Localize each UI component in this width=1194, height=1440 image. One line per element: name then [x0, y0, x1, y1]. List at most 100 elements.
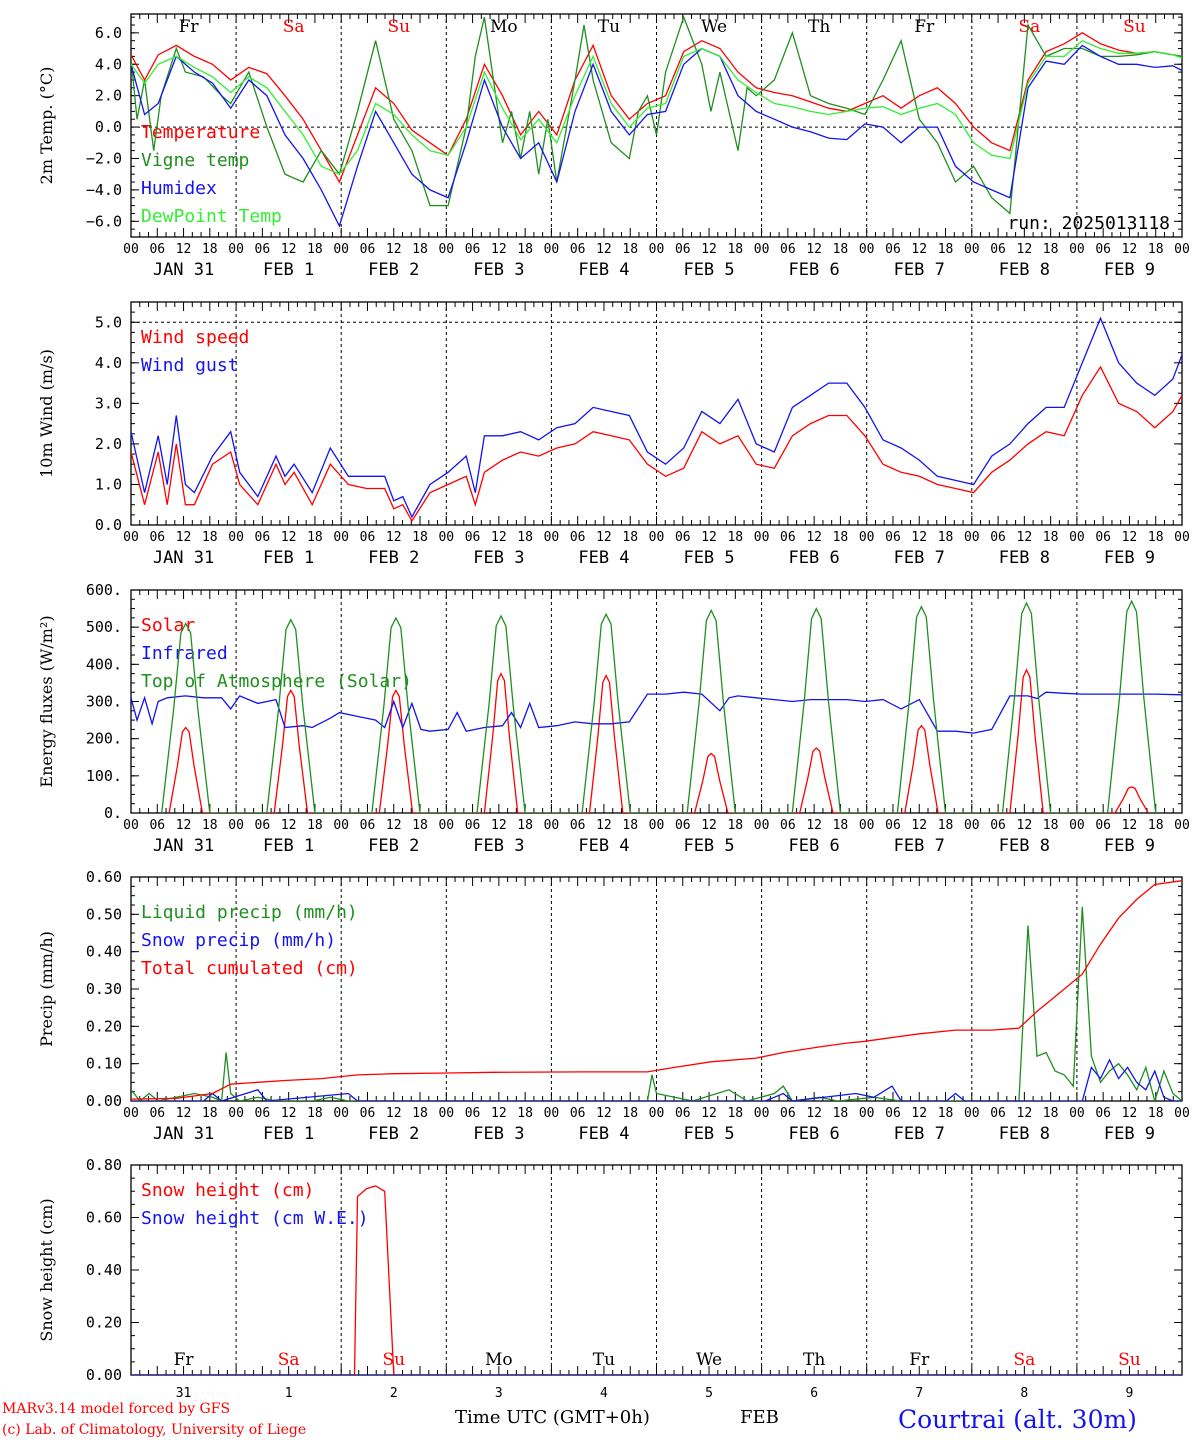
y-tick-label: −4.0 — [86, 181, 122, 199]
hour-label: 12 — [911, 1106, 927, 1121]
hour-label: 12 — [1122, 1106, 1138, 1121]
panel-snow: 0.00 0.20 0.40 0.60 0.80 Snow height (cm) Fr Sa… — [37, 1156, 1183, 1401]
hour-label: 00 — [123, 818, 139, 833]
time-axis-label: Time UTC (GMT+0h) — [455, 1407, 650, 1428]
weekday-label: Su — [1118, 1350, 1141, 1370]
hour-label: 12 — [386, 530, 402, 545]
y-tick-label: 0.10 — [86, 1055, 122, 1073]
weekday-label: Tu — [598, 17, 620, 37]
hour-label: 00 — [964, 1106, 980, 1121]
hour-label: 00 — [1069, 530, 1085, 545]
date-label: FEB 3 — [473, 260, 524, 280]
hour-label: 18 — [622, 1106, 638, 1121]
hour-label: 00 — [859, 1106, 875, 1121]
hour-label: 18 — [938, 242, 954, 257]
y-tick-label: 0.80 — [86, 1156, 122, 1174]
hour-label: 06 — [675, 1106, 691, 1121]
hour-label: 00 — [333, 818, 349, 833]
hour-label: 00 — [438, 530, 454, 545]
hour-label: 06 — [465, 818, 481, 833]
legend-entry: Infrared — [141, 643, 228, 664]
date-label: FEB 8 — [999, 260, 1050, 280]
hour-label: 00 — [649, 242, 665, 257]
hour-label: 00 — [1174, 1106, 1190, 1121]
legend-entry: Liquid precip (mm/h) — [141, 902, 358, 923]
hour-label: 12 — [1122, 818, 1138, 833]
hour-label: 00 — [544, 530, 560, 545]
hour-label: 18 — [307, 530, 323, 545]
hour-label: 06 — [465, 242, 481, 257]
date-label: FEB 4 — [578, 1124, 629, 1144]
panel-wind: 0.0 1.0 2.0 3.0 4.0 5.0 10m Wind (m/s) 00 06 12 18… — [37, 301, 1190, 568]
date-label: FEB 7 — [894, 260, 945, 280]
hour-label: 18 — [202, 530, 218, 545]
hour-label: 12 — [176, 242, 192, 257]
series-line-wind-speed — [131, 365, 1182, 523]
series-line-temperature — [131, 32, 1182, 184]
legend-entry: Temperature — [141, 122, 260, 143]
y-tick-label: 2.0 — [95, 87, 122, 105]
hour-label: 12 — [806, 1106, 822, 1121]
hour-label: 00 — [438, 1106, 454, 1121]
y-tick-label: 2.0 — [95, 435, 122, 453]
day-number: 8 — [1020, 1386, 1028, 1401]
hour-label: 06 — [255, 242, 271, 257]
hour-label: 06 — [1095, 1106, 1111, 1121]
hour-label: 12 — [1017, 530, 1033, 545]
hour-label: 18 — [517, 818, 533, 833]
hour-label: 00 — [1069, 1106, 1085, 1121]
hour-label: 18 — [1043, 530, 1059, 545]
hour-label: 00 — [228, 530, 244, 545]
hour-label: 12 — [176, 1106, 192, 1121]
date-label: FEB 1 — [263, 548, 314, 568]
hour-label: 00 — [123, 242, 139, 257]
date-label: FEB 8 — [999, 1124, 1050, 1144]
hour-label: 00 — [123, 1106, 139, 1121]
hour-label: 18 — [938, 1106, 954, 1121]
date-label: FEB 1 — [263, 1124, 314, 1144]
hour-label: 06 — [780, 530, 796, 545]
y-tick-label: 0.40 — [86, 943, 122, 961]
hour-label: 12 — [806, 242, 822, 257]
hour-label: 00 — [123, 530, 139, 545]
legend-entry: Total cumulated (cm) — [141, 958, 358, 979]
hour-label: 00 — [333, 242, 349, 257]
hour-label: 12 — [491, 818, 507, 833]
hour-label: 12 — [281, 1106, 297, 1121]
weekday-label: Th — [803, 1350, 825, 1370]
hour-label: 12 — [1017, 1106, 1033, 1121]
series-line-wind-gust — [131, 316, 1182, 519]
day-number: 3 — [495, 1386, 503, 1401]
hour-label: 06 — [990, 1106, 1006, 1121]
hour-label: 18 — [202, 242, 218, 257]
hour-label: 00 — [1069, 818, 1085, 833]
month-label: FEB — [740, 1407, 779, 1428]
date-label: FEB 4 — [578, 836, 629, 856]
hour-label: 00 — [228, 242, 244, 257]
hour-label: 06 — [885, 1106, 901, 1121]
hour-label: 12 — [911, 242, 927, 257]
y-axis-label: 10m Wind (m/s) — [37, 349, 56, 478]
weekday-label: Th — [808, 17, 830, 37]
y-axis-label: Precip (mm/h) — [37, 931, 56, 1047]
run-label: run: 2025013118 — [1007, 213, 1170, 234]
hour-label: 18 — [622, 530, 638, 545]
y-tick-label: 0.00 — [86, 1092, 122, 1110]
series-line-dewpoint-temp — [131, 39, 1182, 175]
date-label: FEB 2 — [368, 1124, 419, 1144]
hour-label: 00 — [649, 1106, 665, 1121]
hour-label: 06 — [255, 530, 271, 545]
hour-label: 00 — [333, 530, 349, 545]
hour-label: 18 — [202, 1106, 218, 1121]
hour-label: 06 — [360, 242, 376, 257]
date-label: FEB 9 — [1104, 260, 1155, 280]
hour-label: 18 — [412, 818, 428, 833]
hour-label: 06 — [675, 242, 691, 257]
legend-entry: Snow height (cm) — [141, 1180, 314, 1201]
hour-label: 18 — [1043, 242, 1059, 257]
y-tick-label: 0.20 — [86, 1017, 122, 1035]
hour-label: 18 — [938, 530, 954, 545]
date-label: JAN 31 — [153, 1124, 214, 1144]
series-line-liquid-precip-mm-h- — [131, 906, 1182, 1101]
